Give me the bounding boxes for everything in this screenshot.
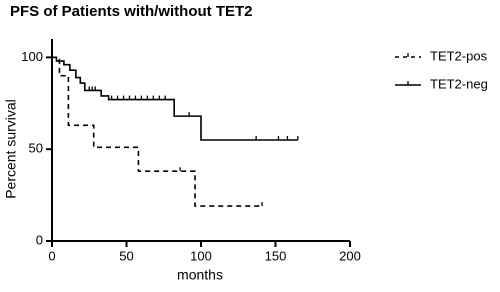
y-tick-label: 0 xyxy=(36,232,43,247)
y-tick-label: 50 xyxy=(29,141,43,156)
legend-label: TET2-pos xyxy=(430,48,488,63)
chart-title: PFS of Patients with/without TET2 xyxy=(10,3,253,20)
survival-curve xyxy=(52,56,263,207)
x-tick-label: 200 xyxy=(339,248,361,263)
survival-curve xyxy=(52,56,298,141)
legend-label: TET2-neg xyxy=(430,76,488,91)
x-tick-label: 100 xyxy=(190,248,212,263)
x-axis-title: months xyxy=(177,267,223,283)
x-tick-label: 150 xyxy=(265,248,287,263)
y-tick-label: 100 xyxy=(21,49,43,64)
y-axis-title: Percent survival xyxy=(3,99,19,199)
x-tick-label: 0 xyxy=(48,248,55,263)
x-tick-label: 50 xyxy=(119,248,133,263)
